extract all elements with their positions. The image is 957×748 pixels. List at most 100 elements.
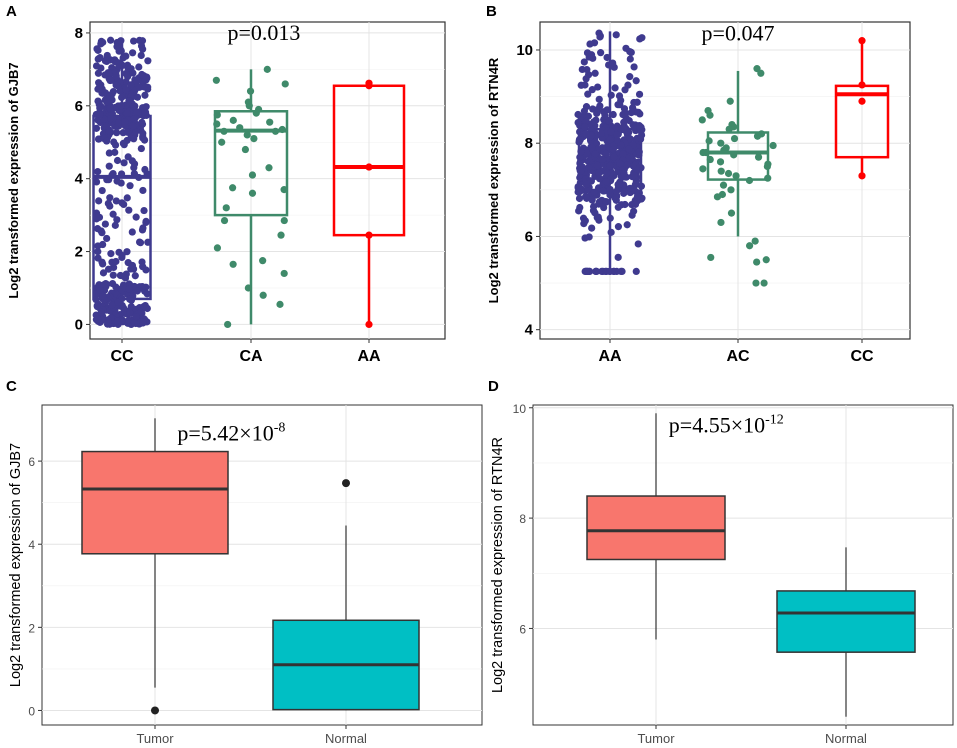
data-point bbox=[593, 109, 601, 117]
data-point bbox=[706, 155, 714, 164]
data-point bbox=[630, 63, 638, 71]
data-point bbox=[112, 257, 120, 266]
data-point bbox=[617, 96, 625, 104]
data-point bbox=[92, 124, 101, 132]
data-point bbox=[602, 198, 610, 206]
data-point bbox=[213, 120, 221, 128]
data-point bbox=[630, 123, 638, 132]
p-value-text: p=0.047 bbox=[702, 21, 775, 46]
data-point bbox=[583, 149, 591, 157]
data-point bbox=[628, 211, 636, 219]
data-point bbox=[727, 209, 736, 217]
y-tick-label: 2 bbox=[75, 244, 83, 261]
data-point bbox=[588, 196, 596, 204]
data-point bbox=[636, 123, 644, 131]
data-point bbox=[631, 200, 640, 208]
data-point bbox=[123, 128, 131, 136]
data-point bbox=[609, 59, 617, 67]
y-tick-label: 0 bbox=[28, 704, 35, 718]
data-point bbox=[751, 237, 759, 245]
data-point bbox=[222, 204, 230, 212]
y-tick-label: 2 bbox=[28, 621, 35, 635]
data-point bbox=[623, 221, 631, 229]
y-tick-label: 4 bbox=[28, 538, 35, 552]
data-point bbox=[106, 202, 114, 210]
data-point bbox=[109, 271, 117, 279]
data-point bbox=[757, 69, 765, 77]
data-point bbox=[107, 36, 115, 44]
data-point bbox=[625, 128, 633, 137]
data-point bbox=[614, 223, 623, 231]
data-point bbox=[144, 238, 152, 246]
data-point bbox=[620, 169, 628, 177]
data-point bbox=[762, 256, 770, 264]
data-point bbox=[623, 161, 631, 169]
p-value-annotation: p=5.42×10-8 bbox=[177, 420, 285, 445]
data-point bbox=[626, 184, 634, 192]
data-point bbox=[607, 91, 615, 99]
data-point bbox=[575, 194, 584, 203]
data-point bbox=[95, 197, 103, 205]
data-point bbox=[139, 186, 147, 195]
data-point bbox=[117, 170, 126, 178]
y-tick-label: 8 bbox=[525, 135, 533, 152]
data-point bbox=[634, 240, 642, 248]
data-point bbox=[120, 159, 128, 167]
data-point bbox=[93, 302, 101, 311]
data-point bbox=[137, 51, 145, 60]
data-point bbox=[118, 251, 126, 260]
data-point bbox=[119, 54, 127, 62]
data-point bbox=[259, 291, 267, 299]
data-point bbox=[597, 129, 606, 137]
data-point bbox=[603, 169, 611, 177]
data-point bbox=[626, 55, 634, 63]
data-point bbox=[617, 141, 625, 149]
data-point bbox=[609, 145, 617, 154]
data-point bbox=[599, 187, 607, 195]
data-point bbox=[717, 167, 725, 175]
y-tick-label: 6 bbox=[75, 98, 83, 115]
data-point bbox=[591, 69, 599, 77]
p-value-text: p=5.42×10 bbox=[177, 420, 273, 445]
data-point bbox=[123, 194, 131, 202]
data-point bbox=[753, 258, 761, 266]
data-point bbox=[581, 123, 589, 131]
panel-letter: B bbox=[486, 3, 497, 20]
x-category-label: Normal bbox=[825, 731, 867, 746]
data-point bbox=[244, 284, 252, 292]
data-point bbox=[615, 180, 624, 188]
data-point bbox=[706, 111, 714, 119]
data-point bbox=[130, 160, 139, 168]
data-point bbox=[713, 193, 722, 201]
data-point bbox=[94, 248, 102, 256]
data-point bbox=[719, 181, 728, 189]
data-point bbox=[365, 163, 373, 171]
data-point bbox=[142, 218, 150, 227]
data-point bbox=[588, 144, 596, 152]
data-point bbox=[574, 118, 582, 127]
data-point bbox=[727, 186, 735, 194]
data-point bbox=[278, 125, 286, 134]
data-point bbox=[626, 135, 634, 143]
data-point bbox=[97, 102, 105, 111]
y-tick-label: 6 bbox=[28, 455, 35, 469]
data-point bbox=[730, 134, 739, 143]
data-point bbox=[720, 146, 728, 154]
box-iqr bbox=[586, 495, 726, 561]
data-point bbox=[112, 197, 120, 205]
data-point bbox=[113, 156, 122, 165]
data-point bbox=[113, 216, 121, 224]
data-point bbox=[263, 65, 271, 73]
panel-c: C 0 2 4 6 Log2 transformed expression of GJB7… bbox=[6, 378, 483, 746]
data-point bbox=[241, 145, 250, 154]
data-point bbox=[137, 144, 145, 153]
data-point bbox=[127, 303, 135, 311]
data-point bbox=[105, 265, 113, 273]
data-point bbox=[126, 309, 134, 317]
data-point bbox=[98, 229, 106, 237]
x-category-label: Tumor bbox=[136, 731, 174, 746]
data-point bbox=[365, 320, 373, 329]
data-point bbox=[589, 202, 598, 211]
data-point bbox=[595, 169, 603, 177]
data-point bbox=[760, 279, 768, 287]
